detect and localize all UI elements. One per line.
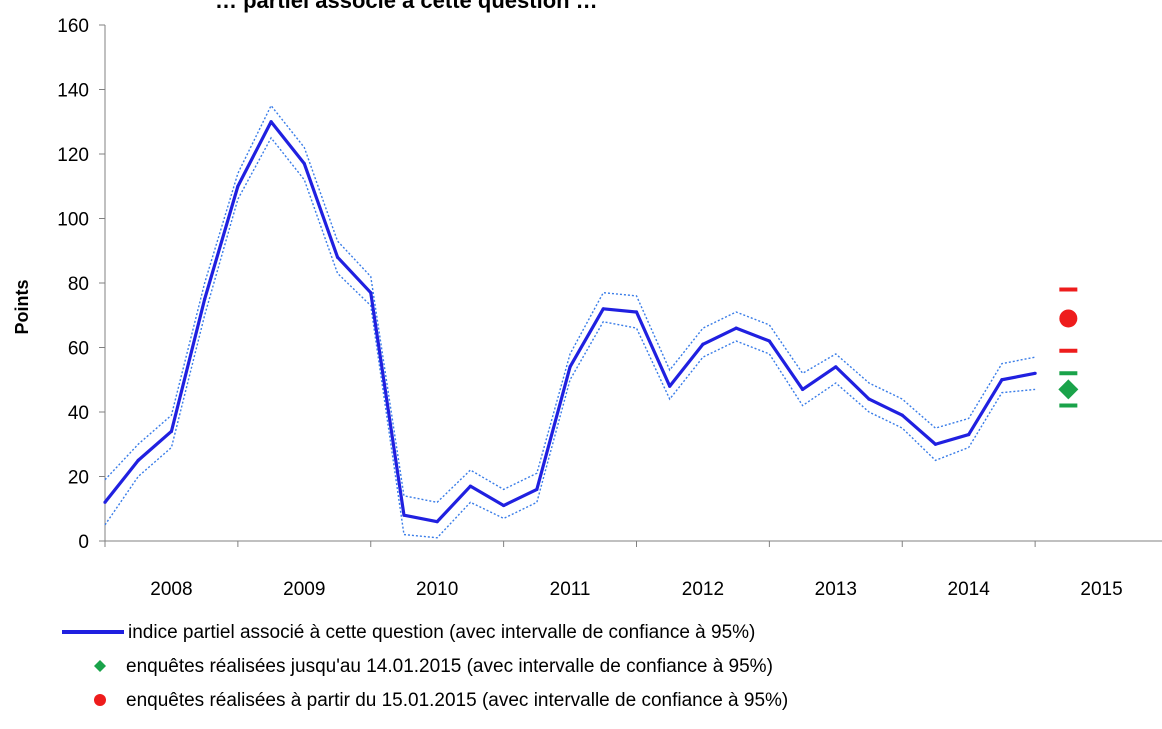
series-main-point bbox=[136, 458, 140, 462]
series-main-point bbox=[302, 162, 306, 166]
y-axis-label: Points bbox=[12, 279, 32, 334]
series-main-point bbox=[502, 503, 506, 508]
series-main-point bbox=[169, 429, 174, 433]
legend-label-green: enquêtes réalisées jusqu'au 14.01.2015 (… bbox=[126, 656, 773, 677]
series-main-point bbox=[568, 365, 572, 369]
series-main-point bbox=[335, 255, 340, 259]
y-tick-label: 40 bbox=[68, 403, 89, 424]
y-tick-label: 140 bbox=[57, 81, 89, 102]
series-red-point bbox=[1059, 309, 1078, 328]
y-tick-label: 100 bbox=[57, 210, 89, 231]
series-main-point bbox=[402, 513, 406, 517]
series-main-upper-bound bbox=[104, 104, 1036, 504]
series-main-point bbox=[933, 442, 938, 446]
y-tick-label: 60 bbox=[68, 339, 89, 360]
legend-circle-marker bbox=[94, 694, 106, 706]
chart: … partiel associé à cette question … Poi… bbox=[12, 0, 1162, 600]
legend-diamond-marker bbox=[94, 660, 106, 672]
legend-line-marker bbox=[62, 630, 124, 634]
x-tick-label: 2015 bbox=[1080, 579, 1122, 600]
x-ticks: 2008 2009 2010 2011 2012 2013 2014 2015 bbox=[104, 541, 1123, 600]
series-main-point bbox=[468, 484, 473, 488]
series-main-point bbox=[535, 487, 539, 491]
y-ticks: 0 20 40 60 80 100 120 140 160 bbox=[57, 16, 105, 553]
series-main-point bbox=[435, 520, 439, 524]
y-tick-label: 120 bbox=[57, 145, 89, 166]
x-tick-label: 2008 bbox=[150, 579, 192, 600]
series-main-point bbox=[800, 387, 805, 392]
series-main-point bbox=[967, 432, 971, 437]
series-main-point bbox=[601, 307, 605, 311]
series-main-point bbox=[668, 384, 672, 388]
y-tick-label: 20 bbox=[68, 468, 89, 489]
y-tick-label: 0 bbox=[78, 532, 89, 553]
x-tick-label: 2010 bbox=[416, 579, 458, 600]
x-tick-label: 2009 bbox=[283, 579, 325, 600]
axes bbox=[104, 25, 1162, 542]
legend-label-main: indice partiel associé à cette question … bbox=[128, 622, 756, 643]
y-tick-label: 80 bbox=[68, 274, 89, 295]
series-main-point bbox=[269, 120, 273, 124]
chart-title: … partiel associé à cette question … bbox=[215, 0, 598, 13]
series-main-point bbox=[369, 291, 373, 295]
series-main-point bbox=[203, 297, 207, 301]
series-main-point bbox=[236, 184, 240, 188]
series-green-point bbox=[1058, 379, 1079, 400]
legend-label-red: enquêtes réalisées à partir du 15.01.201… bbox=[126, 690, 789, 711]
series-main-point bbox=[834, 365, 838, 369]
series-main-point bbox=[1000, 378, 1004, 382]
series-main-point bbox=[867, 397, 871, 401]
x-tick-label: 2013 bbox=[815, 579, 857, 600]
series-main-point bbox=[734, 326, 738, 330]
x-tick-label: 2011 bbox=[550, 579, 591, 600]
series-main-line bbox=[103, 120, 1036, 524]
series-main-lower-bound bbox=[104, 136, 1036, 539]
series-main-point bbox=[767, 339, 771, 343]
series-main-point bbox=[701, 342, 705, 346]
x-tick-label: 2014 bbox=[948, 579, 991, 600]
series-main-point bbox=[1033, 371, 1037, 375]
series-main-point bbox=[103, 500, 107, 504]
series-main-point bbox=[634, 310, 639, 314]
x-tick-label: 2012 bbox=[682, 579, 724, 600]
series-layer bbox=[103, 104, 1079, 539]
series-main-point bbox=[900, 413, 904, 417]
y-tick-label: 160 bbox=[57, 16, 89, 37]
